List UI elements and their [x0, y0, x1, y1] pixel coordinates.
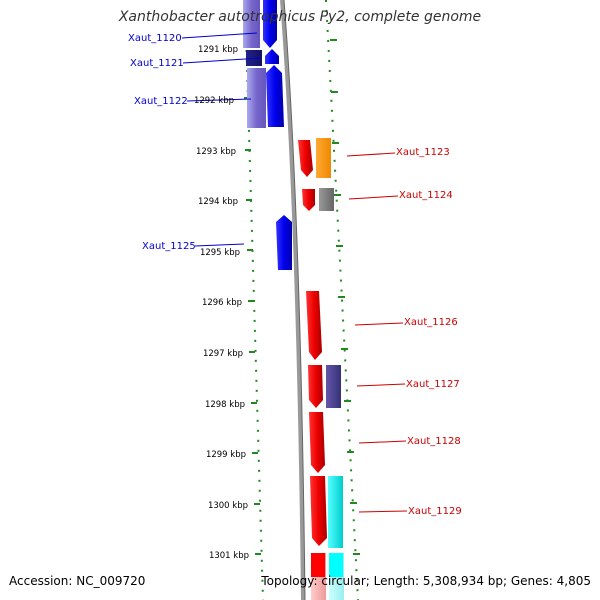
- gene-arrow-xaut-1129: [310, 476, 327, 546]
- genome-backbone-shade: [283, 0, 306, 600]
- gene-labels: Xaut_1120 Xaut_1121 Xaut_1122 Xaut_1125 …: [128, 33, 462, 517]
- gene-block-orange: [316, 138, 331, 178]
- gene-label-xaut-1120[interactable]: Xaut_1120: [128, 33, 182, 44]
- accession-text: Accession: NC_009720: [9, 574, 146, 588]
- gene-block-lavender-top: [243, 0, 260, 48]
- tick-label: 1295 kbp: [200, 248, 240, 258]
- gene-arrow-xaut-1126: [306, 291, 322, 360]
- gene-block-purple: [326, 365, 341, 408]
- tick-label: 1297 kbp: [203, 349, 243, 359]
- tick-label: 1296 kbp: [202, 298, 242, 308]
- gene-label-xaut-1127[interactable]: Xaut_1127: [406, 379, 460, 390]
- gene-arrow-xaut-1124: [302, 189, 315, 211]
- tick-label: 1292 kbp: [194, 96, 234, 106]
- tick-marks: [243, 39, 360, 555]
- gene-label-xaut-1125[interactable]: Xaut_1125: [142, 241, 196, 252]
- gene-arrow-xaut-1122: [266, 65, 284, 127]
- gene-label-xaut-1122[interactable]: Xaut_1122: [134, 96, 188, 107]
- label-leaders: [181, 32, 408, 513]
- gene-label-xaut-1121[interactable]: Xaut_1121: [130, 58, 184, 69]
- tick-labels: 1291 kbp 1292 kbp 1293 kbp 1294 kbp 1295…: [194, 45, 249, 561]
- gene-arrow-xaut-1127: [308, 365, 323, 408]
- gene-label-xaut-1126[interactable]: Xaut_1126: [404, 317, 458, 328]
- gene-arrow-xaut-1123: [298, 140, 313, 177]
- tick-label: 1293 kbp: [196, 147, 236, 157]
- gene-block-lavender-mid: [247, 68, 266, 128]
- gene-block-cyan: [328, 476, 343, 548]
- map-title: Xanthobacter autotrophicus Py2, complete…: [118, 9, 482, 25]
- gene-label-xaut-1123[interactable]: Xaut_1123: [396, 147, 450, 158]
- gene-arrow-xaut-1120: [263, 0, 277, 48]
- gene-arrow-xaut-1128: [309, 412, 325, 473]
- tick-label: 1291 kbp: [198, 45, 238, 55]
- gene-block-bottom-cyan: [329, 553, 343, 577]
- tick-label: 1299 kbp: [206, 450, 246, 460]
- gene-label-xaut-1128[interactable]: Xaut_1128: [407, 436, 461, 447]
- gene-block-gray: [319, 188, 334, 211]
- gene-block-bottom-red: [311, 553, 325, 577]
- tick-label: 1300 kbp: [208, 501, 248, 511]
- gene-arrow-xaut-1121: [265, 49, 279, 64]
- genome-summary-text: Topology: circular; Length: 5,308,934 bp…: [261, 574, 591, 588]
- gene-label-xaut-1124[interactable]: Xaut_1124: [399, 190, 453, 201]
- right-dotted-track: [325, 0, 359, 600]
- gene-label-xaut-1129[interactable]: Xaut_1129: [408, 506, 462, 517]
- tick-label: 1294 kbp: [198, 197, 238, 207]
- gene-arrow-xaut-1125: [276, 215, 292, 270]
- genome-backbone: [280, 0, 305, 600]
- tick-label: 1301 kbp: [209, 551, 249, 561]
- tick-label: 1298 kbp: [205, 400, 245, 410]
